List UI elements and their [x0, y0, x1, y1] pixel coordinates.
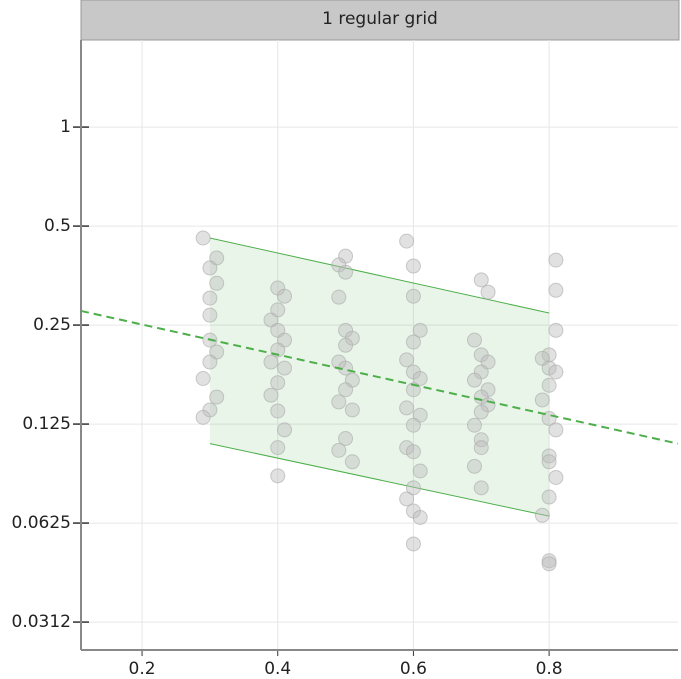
- point: [405, 444, 421, 460]
- point: [399, 352, 415, 368]
- point: [202, 290, 218, 306]
- point: [405, 334, 421, 350]
- point: [270, 375, 286, 391]
- point: [202, 260, 218, 276]
- point: [541, 448, 557, 464]
- point: [270, 468, 286, 484]
- point: [263, 387, 279, 403]
- y-tick-label: 0.5: [44, 216, 71, 236]
- point: [412, 509, 428, 525]
- point: [263, 312, 279, 328]
- point: [331, 442, 347, 458]
- point: [548, 322, 564, 338]
- point: [209, 389, 225, 405]
- point: [209, 275, 225, 291]
- x-tick-label: 0.6: [400, 659, 427, 679]
- point: [541, 556, 557, 572]
- point: [473, 440, 489, 456]
- point: [195, 409, 211, 425]
- point: [195, 370, 211, 386]
- point: [548, 282, 564, 298]
- point: [541, 454, 557, 470]
- facet-strip: [80, 0, 680, 41]
- point: [399, 491, 415, 507]
- point: [405, 258, 421, 274]
- point: [541, 347, 557, 363]
- point: [277, 360, 293, 376]
- point: [466, 372, 482, 388]
- point: [270, 440, 286, 456]
- point: [466, 417, 482, 433]
- point: [277, 422, 293, 438]
- point: [405, 288, 421, 304]
- facet-title: 1 regular grid: [322, 9, 438, 29]
- point: [548, 469, 564, 485]
- point: [202, 307, 218, 323]
- x-tick-label: 0.8: [536, 659, 563, 679]
- band-lower: [209, 443, 550, 517]
- y-tick-label: 1: [60, 117, 71, 137]
- point: [412, 463, 428, 479]
- point: [548, 364, 564, 380]
- point: [263, 354, 279, 370]
- point: [405, 536, 421, 552]
- point: [344, 454, 360, 470]
- point: [195, 230, 211, 246]
- point: [344, 402, 360, 418]
- point: [466, 332, 482, 348]
- point: [548, 252, 564, 268]
- point: [405, 417, 421, 433]
- point: [466, 458, 482, 474]
- point: [473, 432, 489, 448]
- point: [338, 430, 354, 446]
- y-tick-label: 0.0625: [12, 513, 71, 533]
- point: [534, 392, 550, 408]
- point: [331, 394, 347, 410]
- y-tick-label: 0.0312: [12, 612, 71, 632]
- point: [399, 400, 415, 416]
- band-upper: [209, 237, 550, 314]
- point: [473, 404, 489, 420]
- point: [473, 480, 489, 496]
- point: [399, 233, 415, 249]
- point: [202, 354, 218, 370]
- point: [412, 370, 428, 386]
- point: [338, 382, 354, 398]
- y-tick-label: 0.125: [22, 414, 71, 434]
- y-tick-label: 0.25: [33, 315, 71, 335]
- point: [541, 377, 557, 393]
- point: [270, 403, 286, 419]
- point: [338, 264, 354, 280]
- point: [277, 288, 293, 304]
- point: [548, 422, 564, 438]
- trend-line: [80, 309, 679, 445]
- x-tick-label: 0.4: [264, 659, 291, 679]
- point: [534, 507, 550, 523]
- point: [412, 322, 428, 338]
- point: [541, 489, 557, 505]
- x-tick-label: 0.2: [129, 659, 156, 679]
- point: [480, 284, 496, 300]
- point: [331, 289, 347, 305]
- point: [405, 480, 421, 496]
- point: [338, 337, 354, 353]
- point: [473, 272, 489, 288]
